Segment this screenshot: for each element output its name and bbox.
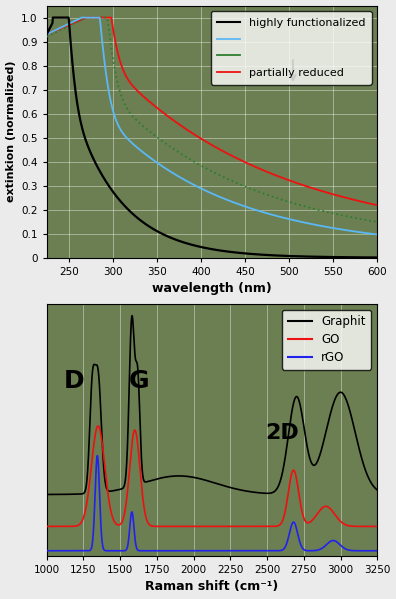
Legend: highly functionalized, , , partially reduced: highly functionalized, , , partially red… [211, 11, 372, 84]
Legend: Graphit, GO, rGO: Graphit, GO, rGO [282, 310, 371, 370]
X-axis label: Raman shift (cm⁻¹): Raman shift (cm⁻¹) [145, 580, 278, 594]
Text: D: D [63, 368, 84, 392]
X-axis label: wavelength (nm): wavelength (nm) [152, 282, 272, 295]
Text: 2D: 2D [266, 423, 299, 443]
Text: G: G [129, 368, 150, 392]
Y-axis label: extinkion (normalized): extinkion (normalized) [6, 61, 15, 202]
